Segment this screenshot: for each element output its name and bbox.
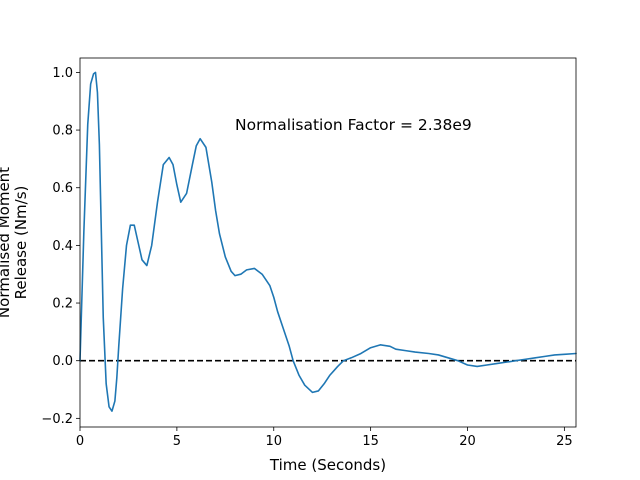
x-tick-label: 20	[459, 434, 476, 449]
y-axis-title-line-2: Release (Nm/s)	[12, 186, 30, 300]
series-line-0	[79, 71, 577, 412]
y-axis-ticks: −0.2 0.0 0.2 0.4 0.6 0.8 1.0	[41, 66, 80, 427]
plot-frame	[79, 57, 577, 428]
y-tick-label: 0.2	[52, 297, 73, 312]
y-tick-label: 0.6	[52, 181, 73, 196]
y-tick-label: 0.4	[52, 239, 73, 254]
y-tick-label: 0.8	[52, 124, 73, 139]
normalisation-factor-annotation: Normalisation Factor = 2.38e9	[235, 116, 472, 134]
x-tick-label: 15	[362, 434, 379, 449]
y-tick-label: 1.0	[52, 66, 73, 81]
y-axis-title-line-1: Normalised Moment	[0, 167, 13, 318]
x-axis-title: Time (Seconds)	[269, 456, 386, 474]
x-axis-ticks: 0 5 10 15 20 25	[76, 427, 573, 449]
x-tick-label: 25	[556, 434, 573, 449]
x-tick-label: 5	[173, 434, 181, 449]
y-tick-label: −0.2	[41, 412, 73, 427]
plot-area	[79, 57, 577, 428]
x-tick-label: 10	[265, 434, 282, 449]
x-tick-label: 0	[76, 434, 84, 449]
y-tick-label: 0.0	[52, 354, 73, 369]
